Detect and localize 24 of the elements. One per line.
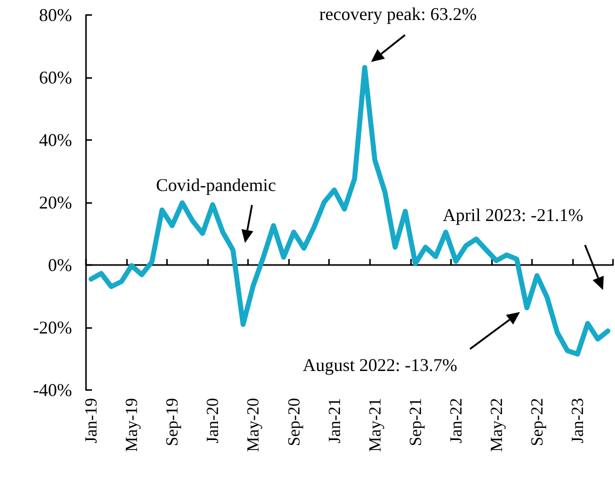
annotation: Covid-pandemic bbox=[156, 175, 276, 195]
x-tick-label: May-19 bbox=[122, 398, 142, 452]
y-tick-label: 80% bbox=[39, 5, 72, 25]
x-tick-label: Jan-19 bbox=[82, 398, 101, 444]
x-tick-label: Jan-20 bbox=[203, 398, 222, 444]
annotation: recovery peak: 63.2% bbox=[319, 4, 477, 24]
y-tick-label: -20% bbox=[33, 318, 72, 338]
x-tick-label: Jan-23 bbox=[568, 398, 588, 444]
annotation: April 2023: -21.1% bbox=[442, 205, 584, 225]
y-tick-label: -40% bbox=[33, 380, 72, 400]
y-tick-label: 60% bbox=[39, 68, 72, 88]
x-tick-label: Sep-22 bbox=[527, 398, 546, 446]
x-tick-label: May-21 bbox=[365, 398, 384, 452]
y-tick-label: 20% bbox=[39, 192, 72, 212]
x-tick-label: Sep-20 bbox=[284, 398, 304, 446]
x-tick-label: May-20 bbox=[244, 398, 263, 452]
y-tick-label: 0% bbox=[48, 255, 72, 275]
x-tick-label: May-22 bbox=[486, 398, 506, 452]
x-tick-label: Sep-21 bbox=[406, 398, 425, 446]
x-tick-label: Jan-21 bbox=[324, 398, 344, 444]
x-tick-label: Sep-19 bbox=[162, 398, 182, 446]
y-tick-label: 40% bbox=[39, 130, 72, 150]
annotation: August 2022: -13.7% bbox=[302, 355, 458, 375]
x-tick-label: Jan-22 bbox=[446, 398, 466, 444]
